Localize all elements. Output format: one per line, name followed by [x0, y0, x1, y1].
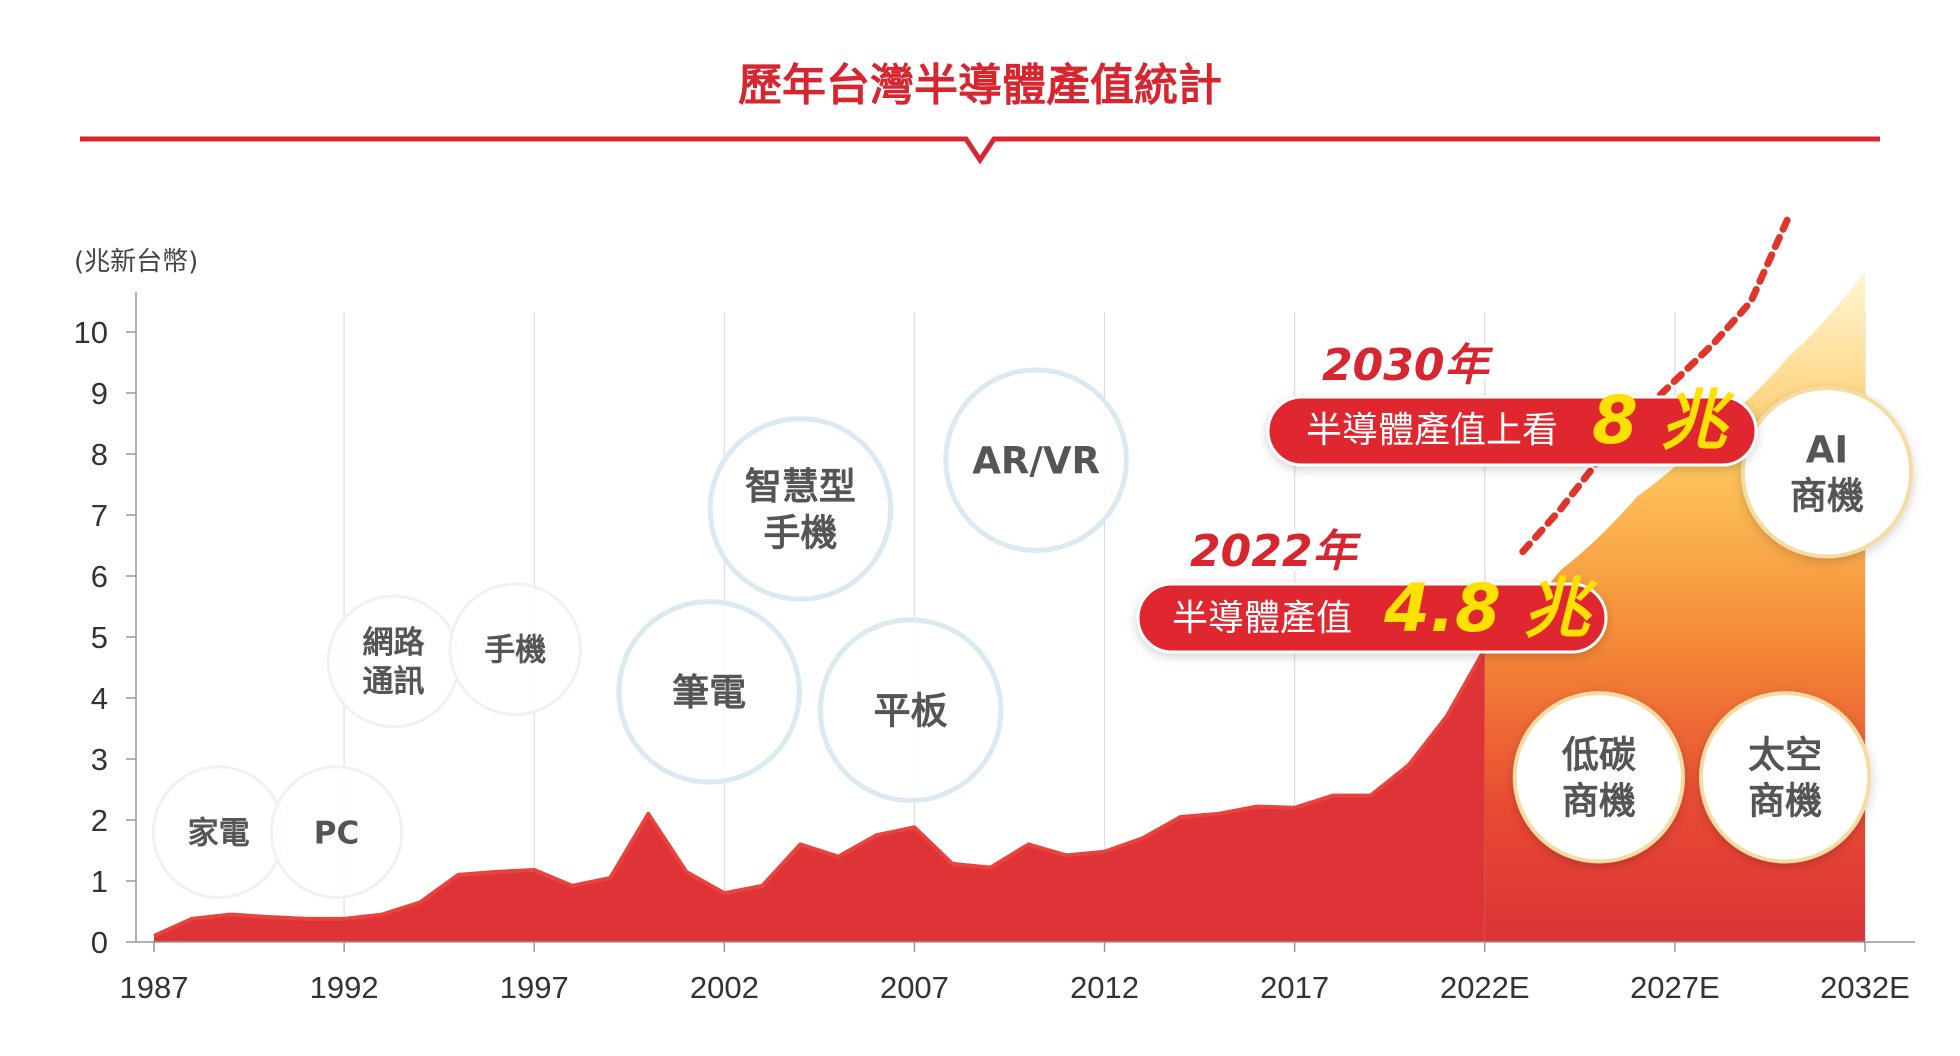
y-tick-label-8: 8: [91, 437, 108, 472]
bubble-network-circle: [326, 594, 461, 729]
actual-area: [154, 649, 1485, 942]
bubble-laptop-circle: [616, 599, 802, 785]
bubble-network-label-1: 通訊: [363, 664, 425, 700]
y-tick-label-3: 3: [91, 742, 108, 777]
bubble-tablet-circle: [817, 617, 1004, 803]
y-tick-label-10: 10: [74, 315, 108, 350]
annotation-2030: 2030年 半導體產值上看 8 兆: [1266, 336, 1758, 467]
bubble-low-carbon-label-1: 商機: [1562, 780, 1636, 823]
y-tick-label-1: 1: [91, 864, 108, 899]
annotation-2030-text: 半導體產值上看: [1306, 410, 1558, 451]
bubble-space-label-1: 商機: [1748, 780, 1822, 823]
bubble-ar-vr-label-0: AR/VR: [972, 439, 1100, 482]
bubble-ar-vr: AR/VR: [943, 367, 1129, 553]
x-tick-label-2017: 2017: [1260, 970, 1329, 1005]
bubble-pc-label-0: PC: [314, 815, 359, 851]
bubble-smartphone-label-0: 智慧型: [745, 465, 856, 508]
x-tick-label-1992: 1992: [310, 970, 379, 1005]
x-tick-label-1987: 1987: [120, 970, 189, 1005]
bubble-ai-label-0: AI: [1806, 428, 1848, 471]
bubble-ai-label-1: 商機: [1790, 475, 1864, 518]
x-tick-label-2027E: 2027E: [1630, 970, 1720, 1005]
bubble-smartphone-label-1: 手機: [763, 511, 837, 554]
actual-line: [153, 648, 1487, 938]
y-tick-label-5: 5: [91, 620, 108, 655]
x-tick-label-2012: 2012: [1070, 970, 1139, 1005]
bubble-tablet-label-0: 平板: [874, 690, 948, 733]
bubble-home-appliance-label-0: 家電: [188, 815, 250, 851]
annotation-2030-pill: [1266, 395, 1758, 467]
y-tick-label-4: 4: [91, 681, 108, 716]
bubble-space-label-0: 太空: [1748, 733, 1822, 776]
bubble-network-label-0: 網路: [363, 625, 426, 661]
annotation-2022-text: 半導體產值: [1172, 598, 1352, 639]
y-tick-label-7: 7: [91, 498, 108, 533]
x-tick-label-2022E: 2022E: [1440, 970, 1530, 1005]
annotation-2030-year: 2030年: [1322, 340, 1493, 391]
bubble-space-circle: [1698, 691, 1872, 864]
x-tick-label-1997: 1997: [500, 970, 569, 1005]
annotation-2022-year: 2022年: [1190, 526, 1361, 577]
axes: 0 1 2 3 4 5 6 7 8 9 10 1987 1992 1997 2002 2007 2012 2017…: [74, 292, 1915, 1005]
y-tick-label-6: 6: [91, 559, 108, 594]
bubble-mobile-phone-label-0: 手機: [484, 632, 546, 668]
chart-title: 歷年台灣半導體產值統計: [738, 60, 1222, 111]
bubble-ar-vr-circle: [943, 367, 1129, 553]
y-tick-label-9: 9: [91, 376, 108, 411]
bubble-home-appliance: 家電: [151, 765, 286, 899]
bubble-low-carbon-label-0: 低碳: [1562, 733, 1637, 776]
bubble-laptop: 筆電: [616, 599, 802, 785]
annotation-2022-value: 4.8 兆: [1383, 570, 1598, 647]
y-tick-label-2: 2: [91, 803, 108, 838]
bubble-low-carbon-circle: [1512, 691, 1686, 864]
annotation-2022-pill: [1136, 582, 1608, 654]
title-rule: [80, 136, 1880, 165]
bubble-pc-circle: [269, 765, 404, 899]
bubble-tablet: 平板: [817, 617, 1004, 803]
y-axis-unit: (兆新台幣): [74, 247, 198, 277]
x-tick-label-2032E: 2032E: [1820, 970, 1910, 1005]
x-tick-label-2007: 2007: [880, 970, 949, 1005]
bubble-smartphone-circle: [707, 416, 894, 602]
bubble-mobile-phone: 手機: [448, 582, 582, 716]
annotation-2022: 2022年 半導體產值 4.8 兆: [1136, 522, 1608, 654]
bubble-pc: PC: [269, 765, 404, 899]
bubble-mobile-phone-circle: [448, 582, 582, 716]
x-tick-label-2002: 2002: [690, 970, 759, 1005]
annotation-2030-value: 8 兆: [1592, 382, 1735, 459]
bubble-laptop-label-0: 筆電: [672, 671, 746, 714]
y-tick-label-0: 0: [91, 925, 108, 960]
bubble-ai-circle: [1740, 386, 1914, 559]
